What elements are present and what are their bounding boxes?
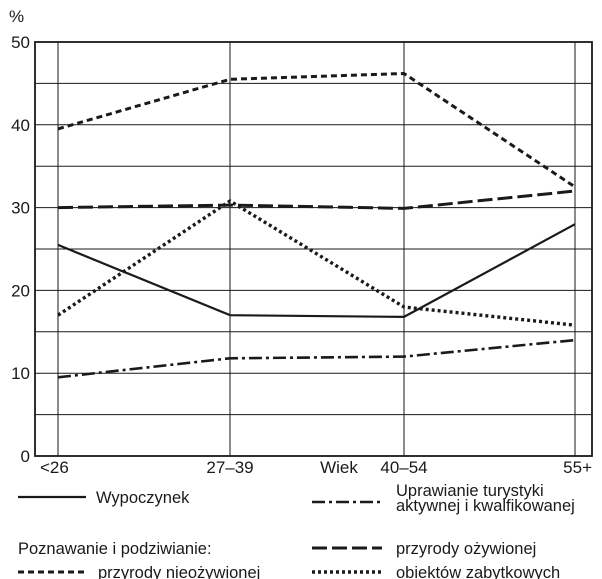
x-tick-label: 55+ [563,458,592,477]
x-axis-label: Wiek [320,458,358,477]
series-line [57,189,576,210]
legend-label: przyrody ożywionej [396,540,536,558]
y-axis-unit: % [9,7,24,26]
legend-group-label: Poznawanie i podziwianie: [18,540,212,558]
grid-lines [35,41,592,457]
y-tick-label: 30 [11,199,30,218]
y-tick-labels: 0 10 20 30 40 50 [11,33,30,466]
y-tick-label: 50 [11,33,30,52]
legend-label: Wypoczynek [96,489,190,507]
series-line [57,223,576,319]
series-line [57,71,576,189]
legend-label: Uprawianie turystyki [396,482,544,500]
y-tick-label: 40 [11,116,30,135]
x-tick-label: 40–54 [380,458,427,477]
x-tick-label: <26 [40,458,69,477]
y-tick-label: 10 [11,364,30,383]
legend-label: aktywnej i kwalfikowanej [396,497,575,515]
x-tick-labels: <26 27–39 40–54 55+ [40,458,592,477]
legend-label: przyrody nieożywionej [98,564,260,579]
x-tick-label: 27–39 [206,458,253,477]
plot-frame [34,41,593,457]
series-line [57,198,576,327]
series-line [57,338,576,379]
series-lines [57,71,576,379]
y-tick-label: 0 [21,447,30,466]
legend-label: obiektów zabytkowych [396,564,560,579]
y-tick-label: 20 [11,281,30,300]
